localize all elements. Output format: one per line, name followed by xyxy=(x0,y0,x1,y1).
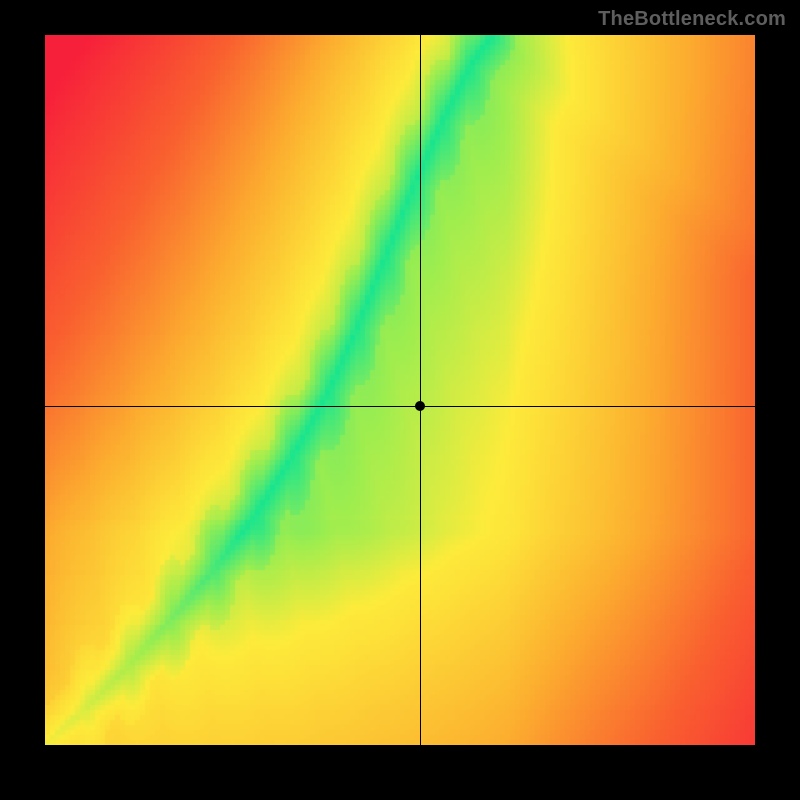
crosshair-marker xyxy=(415,401,425,411)
chart-container: TheBottleneck.com xyxy=(0,0,800,800)
plot-area xyxy=(45,35,755,745)
crosshair-horizontal xyxy=(45,406,755,407)
crosshair-vertical xyxy=(420,35,421,745)
watermark-text: TheBottleneck.com xyxy=(598,8,786,31)
heatmap-canvas xyxy=(45,35,755,745)
